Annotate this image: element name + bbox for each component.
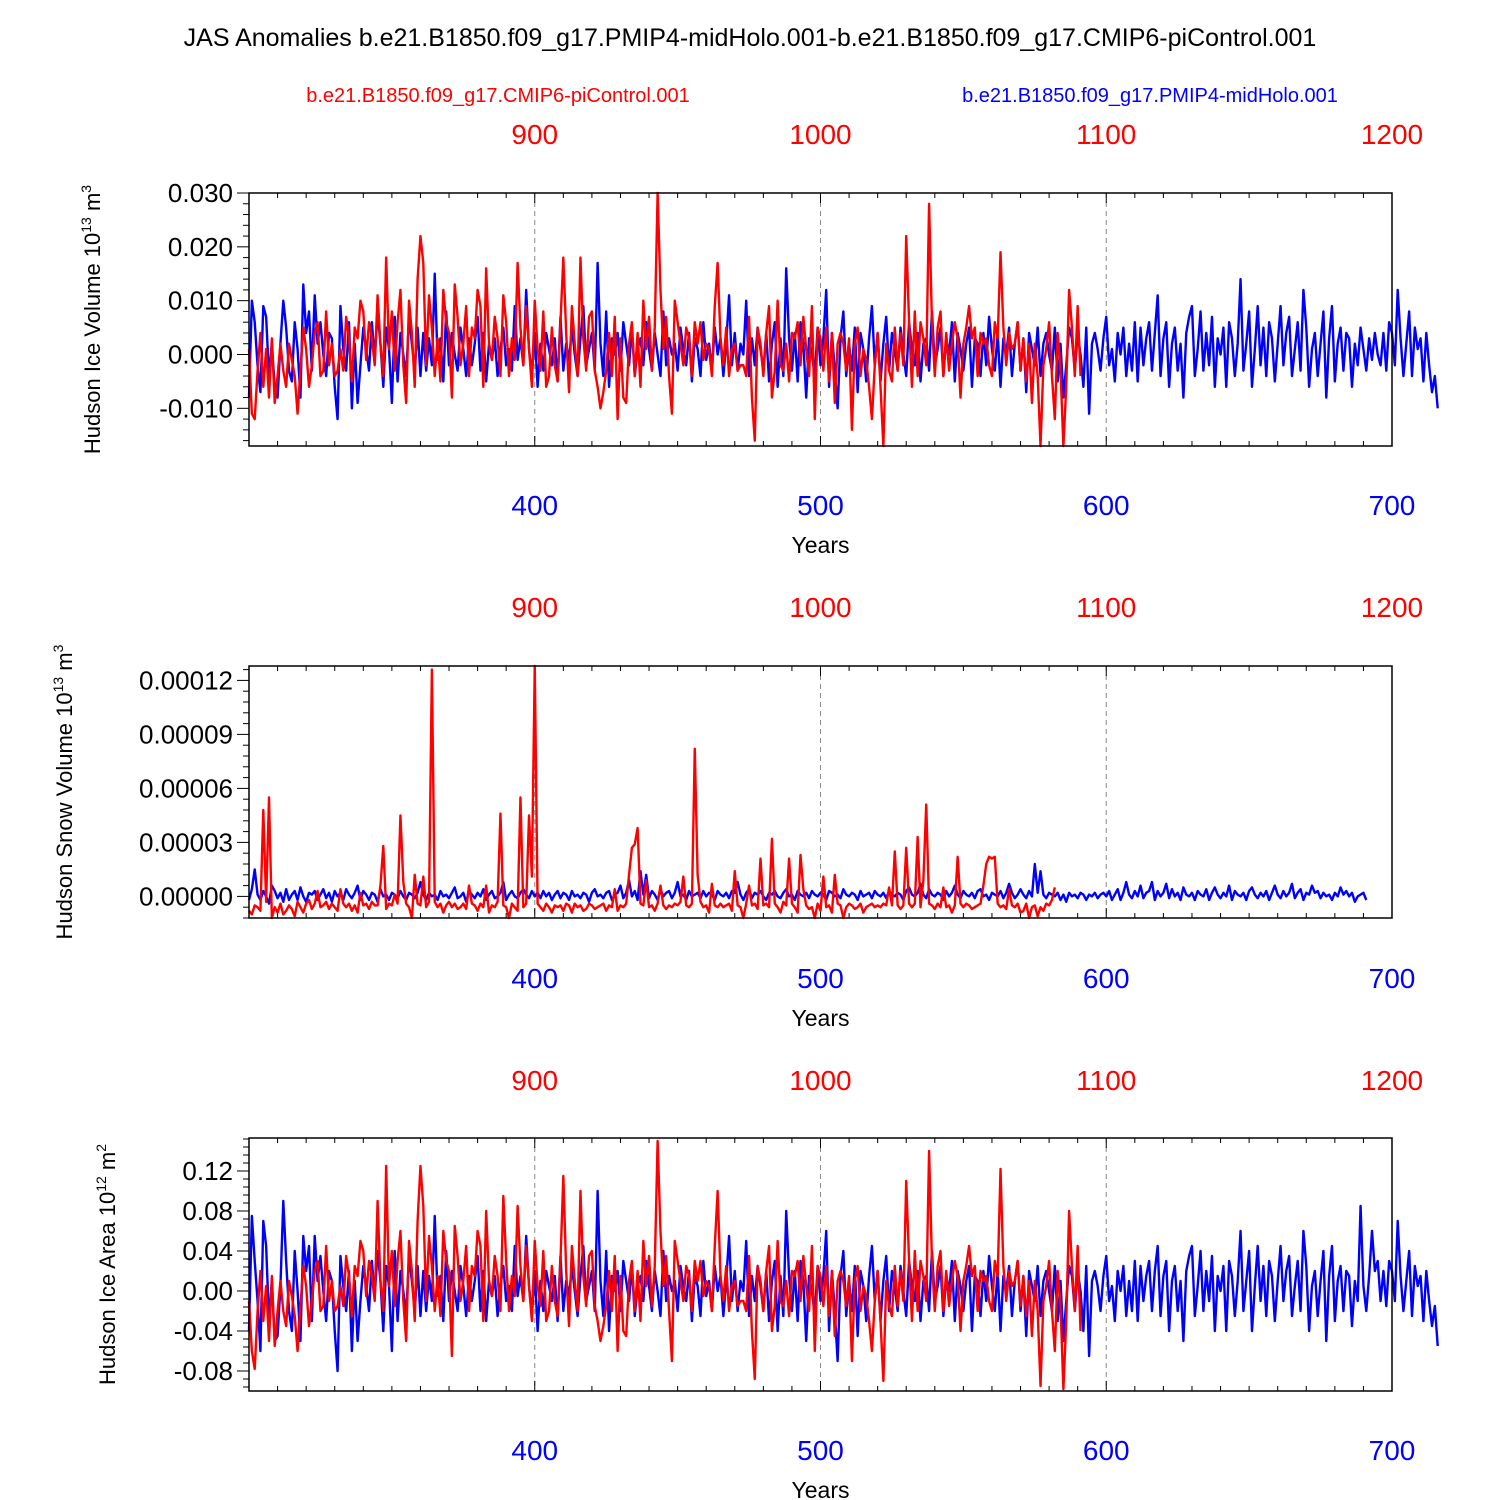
y-tick-label: 0.00 <box>182 1276 233 1306</box>
series-line-picontrol <box>247 191 1082 448</box>
y-tick-label: 0.04 <box>182 1236 233 1266</box>
legend-red-label: b.e21.B1850.f09_g17.CMIP6-piControl.001 <box>306 85 690 107</box>
y-tick-label: 0.00012 <box>139 665 233 695</box>
x-axis-label: Years <box>792 1005 850 1031</box>
legend-blue-label: b.e21.B1850.f09_g17.PMIP4-midHolo.001 <box>962 85 1338 107</box>
bottom-x-tick-label: 600 <box>1083 490 1130 521</box>
panel-3: 0.12 0.08 0.04 0.00 -0.04 -0.08 900 1000 1100 120… <box>93 1065 1439 1500</box>
y-tick-label: 0.00009 <box>139 719 233 749</box>
bottom-x-tick-label: 500 <box>797 963 844 994</box>
plot-frame <box>248 665 1393 919</box>
bottom-x-tick-label: 500 <box>797 490 844 521</box>
x-axis-label: Years <box>792 532 850 558</box>
x-axis-label: Years <box>792 1477 850 1500</box>
top-x-tick-label: 1000 <box>789 1065 851 1096</box>
y-axis-label-part: Hudson Ice Volume 10 <box>80 233 105 454</box>
top-x-tick-label: 900 <box>511 1065 558 1096</box>
top-x-tick-label: 1200 <box>1361 1065 1423 1096</box>
bottom-x-tick-label: 400 <box>511 490 558 521</box>
y-axis-label-part: m <box>95 1152 120 1176</box>
y-tick-label: -0.08 <box>174 1356 233 1386</box>
top-x-tick-label: 1200 <box>1361 119 1423 150</box>
top-x-tick-label: 1000 <box>789 119 851 150</box>
y-axis-label-part: 2 <box>93 1144 109 1152</box>
y-tick-label: 0.000 <box>168 339 233 369</box>
y-axis-label-part: 13 <box>78 217 94 233</box>
top-x-tick-label: 1000 <box>789 592 851 623</box>
y-axis-label: Hudson Ice Volume 1013 m3 <box>78 185 105 454</box>
y-axis-label-part: Hudson Ice Area 10 <box>95 1192 120 1385</box>
top-x-tick-label: 1100 <box>1076 119 1136 150</box>
plot-frame <box>248 192 1393 447</box>
y-axis-label-part: 3 <box>50 644 66 652</box>
y-tick-label: 0.00000 <box>139 881 233 911</box>
series-line-picontrol <box>247 1139 1082 1391</box>
bottom-x-tick-label: 400 <box>511 963 558 994</box>
bottom-x-tick-label: 600 <box>1083 1435 1130 1466</box>
y-axis-label-part: m <box>80 193 105 217</box>
top-x-tick-label: 1100 <box>1076 1065 1136 1096</box>
chart-title: JAS Anomalies b.e21.B1850.f09_g17.PMIP4-… <box>184 24 1317 52</box>
y-tick-label: 0.020 <box>168 232 233 262</box>
panel-1: 0.030 0.020 0.010 0.000 -0.010 900 1000 1100 120… <box>78 119 1439 558</box>
bottom-x-tick-label: 700 <box>1369 490 1416 521</box>
bottom-x-tick-label: 400 <box>511 1435 558 1466</box>
y-axis-label-part: m <box>52 652 77 676</box>
bottom-x-tick-label: 500 <box>797 1435 844 1466</box>
y-axis-label-part: 12 <box>93 1176 109 1192</box>
bottom-x-tick-label: 700 <box>1369 1435 1416 1466</box>
y-tick-label: -0.04 <box>174 1316 233 1346</box>
y-tick-label: 0.00003 <box>139 827 233 857</box>
top-x-tick-label: 1100 <box>1076 592 1136 623</box>
y-tick-label: 0.010 <box>168 286 233 316</box>
y-tick-label: 0.08 <box>182 1196 233 1226</box>
panel-2: 0.00012 0.00009 0.00006 0.00003 0.00000 900 10… <box>50 592 1423 1031</box>
y-axis-label-part: 13 <box>50 677 66 693</box>
top-x-tick-label: 900 <box>511 592 558 623</box>
bottom-x-tick-label: 700 <box>1369 963 1416 994</box>
y-tick-label: 0.030 <box>168 178 233 208</box>
y-axis-label-part: 3 <box>78 185 94 193</box>
bottom-x-tick-label: 600 <box>1083 963 1130 994</box>
plot-frame <box>248 1137 1393 1392</box>
top-x-tick-label: 1200 <box>1361 592 1423 623</box>
y-tick-label: 0.00006 <box>139 773 233 803</box>
top-x-tick-label: 900 <box>511 119 558 150</box>
y-axis-label-part: Hudson Snow Volume 10 <box>52 692 77 939</box>
y-tick-label: -0.010 <box>159 393 233 423</box>
y-tick-label: 0.12 <box>182 1156 233 1186</box>
series-line-picontrol <box>248 664 1056 920</box>
y-axis-label: Hudson Ice Area 1012 m2 <box>93 1144 120 1385</box>
y-axis-label: Hudson Snow Volume 1013 m3 <box>50 644 77 939</box>
